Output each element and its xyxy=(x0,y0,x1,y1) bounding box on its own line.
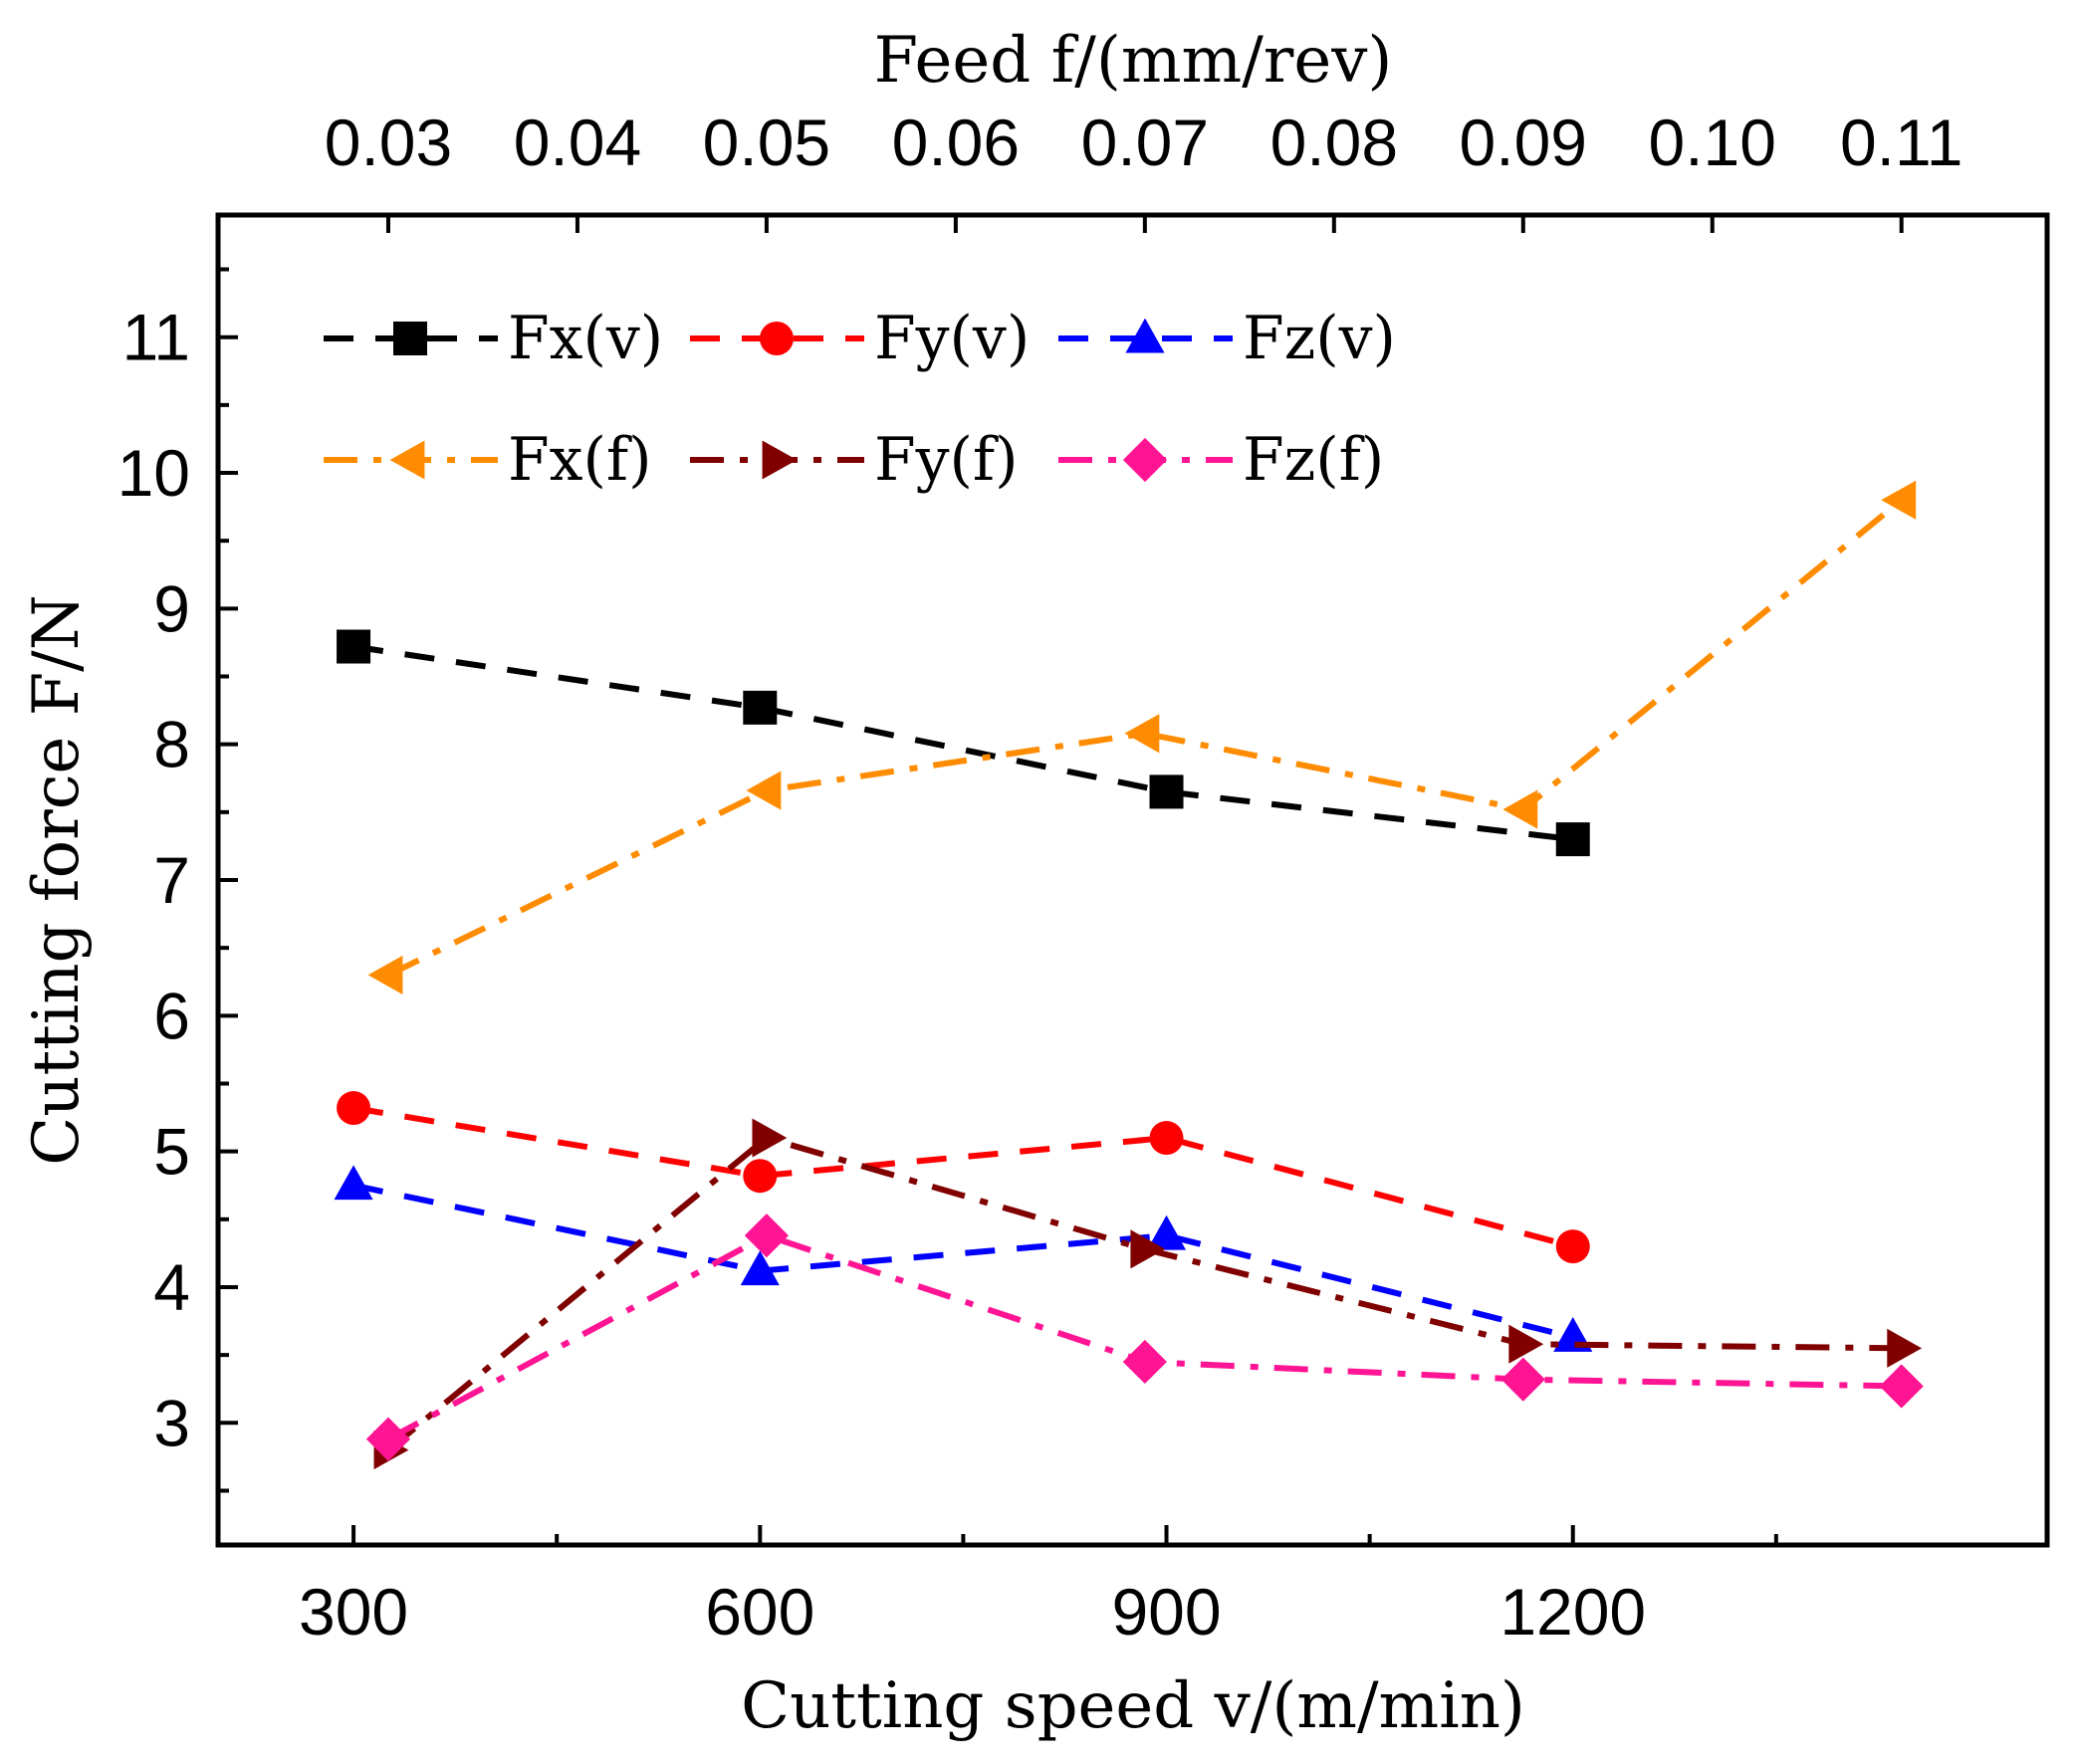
data-point xyxy=(337,1091,371,1126)
data-point xyxy=(1149,1121,1184,1156)
data-point xyxy=(334,1165,373,1201)
legend-marker xyxy=(393,322,427,355)
y-tick-label: 7 xyxy=(153,843,190,917)
legend-marker xyxy=(389,440,425,480)
legend-item: Fx(v) xyxy=(324,304,663,373)
data-point xyxy=(1130,1229,1166,1269)
data-point xyxy=(740,1250,780,1286)
series-fx-v xyxy=(337,629,1590,857)
y-tick-label: 3 xyxy=(153,1386,190,1459)
data-point xyxy=(743,1159,778,1194)
data-point xyxy=(743,690,778,725)
data-point xyxy=(1146,1214,1187,1250)
y-tick-label: 6 xyxy=(153,979,190,1052)
legend-marker xyxy=(1122,437,1168,483)
data-point xyxy=(1879,1364,1924,1409)
legend-item: Fy(f) xyxy=(690,425,1019,495)
x2-tick-label: 0.04 xyxy=(514,106,641,179)
data-point xyxy=(365,1417,411,1461)
series-line xyxy=(352,1105,1574,1249)
data-point xyxy=(1555,1229,1590,1264)
legend-label: Fz(f) xyxy=(1243,425,1384,495)
y-tick-label: 10 xyxy=(117,436,190,510)
series-fy-f xyxy=(373,1118,1923,1470)
series-fx-f xyxy=(367,480,1917,994)
y-tick-label: 4 xyxy=(153,1250,190,1324)
legend-marker xyxy=(1125,318,1165,353)
legend-item: Fz(f) xyxy=(1058,425,1384,495)
legend-item: Fz(v) xyxy=(1058,304,1396,373)
x2-axis-title: Feed f/(mm/rev) xyxy=(874,24,1393,98)
legend-label: Fx(v) xyxy=(508,304,663,373)
data-point xyxy=(1124,714,1160,754)
legend-marker xyxy=(762,440,798,480)
x2-tick-label: 0.03 xyxy=(325,106,452,179)
data-point xyxy=(337,629,371,664)
series-line xyxy=(386,1134,1902,1452)
x2-tick-label: 0.09 xyxy=(1460,106,1587,179)
y-tick-label: 9 xyxy=(153,571,190,645)
series-line xyxy=(352,643,1574,843)
data-point xyxy=(1881,480,1917,520)
legend-label: Fy(f) xyxy=(874,425,1019,495)
series-fz-f xyxy=(365,1213,1924,1461)
data-point xyxy=(1122,1339,1167,1385)
y-tick-label: 11 xyxy=(121,301,190,374)
x-tick-label: 1200 xyxy=(1499,1575,1646,1649)
data-point xyxy=(1500,1357,1545,1402)
legend-marker xyxy=(760,322,794,355)
x2-tick-label: 0.08 xyxy=(1270,106,1398,179)
x2-tick-label: 0.10 xyxy=(1649,106,1776,179)
data-point xyxy=(1508,1324,1544,1364)
y-tick-label: 8 xyxy=(153,708,190,781)
x2-tick-label: 0.05 xyxy=(703,106,830,179)
series-line xyxy=(352,1182,1574,1341)
series-fy-v xyxy=(337,1091,1590,1264)
legend-label: Fy(v) xyxy=(874,304,1030,373)
x2-tick-label: 0.06 xyxy=(892,106,1020,179)
y-tick-label: 5 xyxy=(153,1115,190,1189)
data-point xyxy=(1149,774,1184,809)
data-point xyxy=(367,955,403,994)
x2-tick-label: 0.11 xyxy=(1840,106,1963,179)
y-axis-title: Cutting force F/N xyxy=(20,594,94,1165)
legend-label: Fz(v) xyxy=(1243,304,1396,373)
data-point xyxy=(1502,789,1538,829)
series-fz-v xyxy=(334,1165,1593,1352)
x-tick-label: 600 xyxy=(705,1575,814,1649)
data-point xyxy=(744,1213,790,1258)
data-point xyxy=(1887,1328,1923,1368)
data-point xyxy=(752,1118,788,1158)
x-tick-label: 900 xyxy=(1111,1575,1221,1649)
data-point xyxy=(746,771,782,810)
legend-item: Fx(f) xyxy=(324,425,652,495)
x-tick-label: 300 xyxy=(299,1575,408,1649)
series-line xyxy=(386,1231,1902,1442)
data-point xyxy=(1555,822,1590,857)
x-axis-title: Cutting speed v/(m/min) xyxy=(741,1669,1525,1743)
legend-label: Fx(f) xyxy=(508,425,652,495)
series-line xyxy=(386,497,1904,979)
legend-item: Fy(v) xyxy=(690,304,1030,373)
x2-tick-label: 0.07 xyxy=(1081,106,1209,179)
